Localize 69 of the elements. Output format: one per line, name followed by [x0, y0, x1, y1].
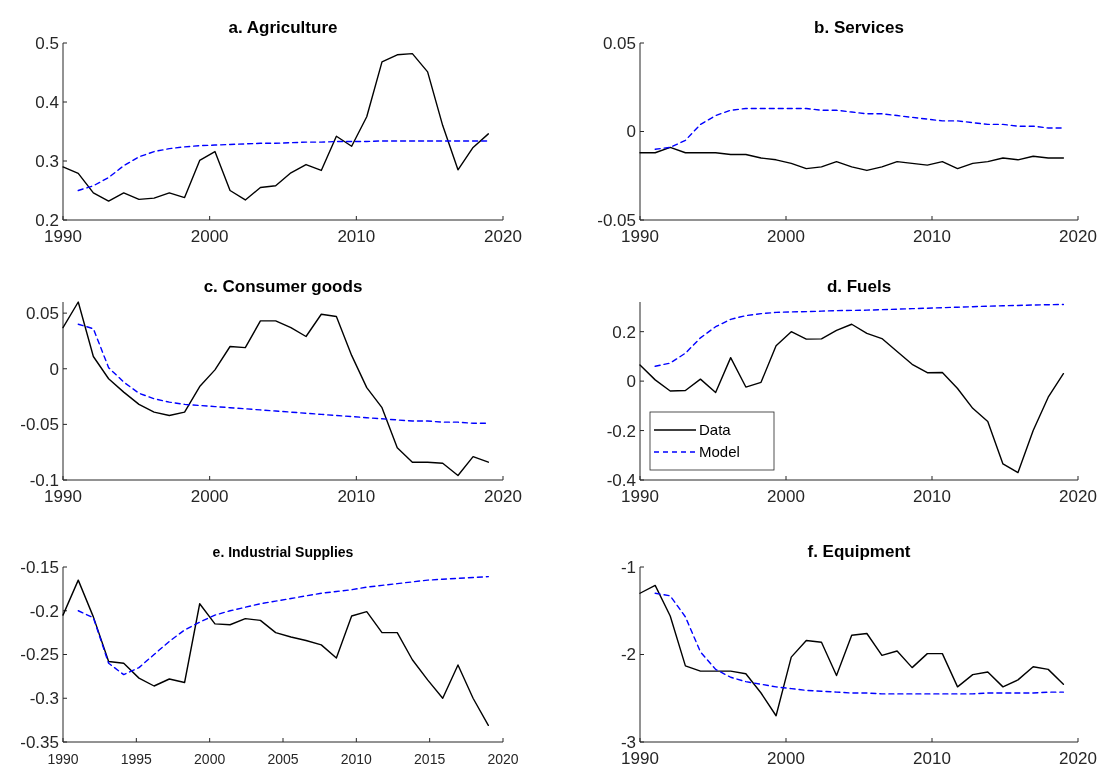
- x-tick-label: 1995: [120, 751, 153, 767]
- x-tick-label: 2020: [1059, 227, 1097, 246]
- x-tick-label: 1990: [621, 749, 659, 768]
- x-tick-label: 1990: [621, 227, 659, 246]
- y-tick-label: 0.2: [35, 210, 59, 230]
- x-tick-label: 2010: [913, 749, 951, 768]
- x-tick-label: 2020: [1059, 487, 1097, 506]
- x-tick-label: 1990: [621, 487, 659, 506]
- x-tick-label: 2015: [414, 751, 446, 767]
- line-series: [639, 584, 1065, 717]
- x-tick-label: 2020: [484, 487, 522, 506]
- x-tick-label: 2010: [913, 227, 951, 246]
- x-tick-label: 2010: [913, 487, 951, 506]
- line-series: [62, 301, 490, 477]
- x-tick-label: 2020: [484, 227, 522, 246]
- line-series: [654, 303, 1065, 367]
- y-tick-label: 0: [49, 359, 59, 379]
- line-series: [77, 575, 490, 676]
- line-series: [639, 146, 1065, 172]
- line-series: [639, 323, 1065, 474]
- y-tick-label: -0.4: [606, 470, 636, 490]
- x-tick-label: 2000: [767, 227, 805, 246]
- x-tick-label: 2010: [337, 487, 376, 506]
- chart-title: f. Equipment: [807, 542, 911, 561]
- chart-title: b. Services: [814, 18, 904, 37]
- line-series: [77, 140, 490, 192]
- y-tick-label: 0.05: [602, 33, 636, 53]
- y-tick-label: -3: [620, 732, 636, 752]
- y-tick-label: -0.05: [20, 415, 59, 435]
- chart-title: e. Industrial Supplies: [212, 544, 354, 560]
- y-tick-label: -0.3: [29, 689, 59, 709]
- y-tick-label: -2: [620, 645, 636, 665]
- x-tick-label: 2000: [190, 227, 229, 246]
- x-tick-label: 2000: [767, 487, 805, 506]
- chart-title: d. Fuels: [826, 277, 892, 296]
- x-tick-label: 2010: [337, 227, 376, 246]
- y-tick-label: 0.05: [25, 304, 59, 324]
- x-tick-label: 2020: [1059, 749, 1097, 768]
- chart-title: a. Agriculture: [228, 18, 338, 37]
- line-series: [654, 107, 1065, 150]
- x-tick-label: 2005: [267, 751, 299, 767]
- x-tick-label: 2010: [340, 751, 373, 767]
- x-tick-label: 1990: [44, 227, 82, 246]
- y-tick-label: -0.2: [29, 601, 59, 621]
- y-tick-label: -0.05: [597, 210, 636, 230]
- y-tick-label: -0.35: [20, 732, 59, 752]
- y-tick-label: 0.3: [35, 151, 59, 171]
- chart-title: c. Consumer goods: [203, 277, 363, 296]
- y-tick-label: -0.25: [20, 645, 59, 665]
- line-series: [654, 592, 1065, 695]
- legend-label: Model: [699, 443, 740, 461]
- x-tick-label: 2020: [487, 751, 519, 767]
- x-tick-label: 1990: [47, 751, 79, 767]
- y-tick-label: 0.4: [35, 92, 59, 112]
- y-tick-label: 0.5: [35, 33, 59, 53]
- y-tick-label: -0.1: [29, 470, 59, 490]
- y-tick-label: -0.15: [20, 557, 59, 577]
- y-tick-label: 0: [626, 122, 636, 142]
- y-tick-label: -1: [620, 557, 636, 577]
- y-tick-label: 0.2: [612, 322, 636, 342]
- x-tick-label: 2000: [767, 749, 805, 768]
- x-tick-label: 2000: [190, 487, 229, 506]
- y-tick-label: -0.2: [606, 421, 636, 441]
- line-series: [62, 52, 490, 202]
- line-series: [62, 579, 490, 727]
- y-tick-label: 0: [626, 372, 636, 392]
- legend-label: Data: [699, 421, 732, 439]
- x-tick-label: 1990: [44, 487, 82, 506]
- x-tick-label: 2000: [194, 751, 226, 767]
